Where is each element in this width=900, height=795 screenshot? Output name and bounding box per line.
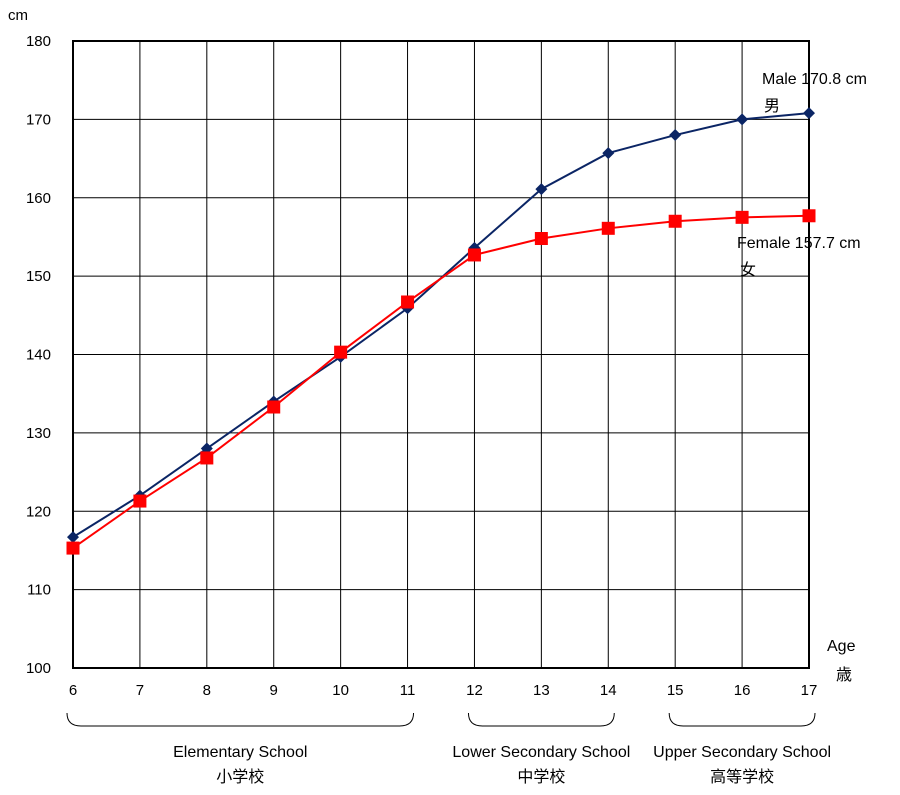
y-tick-label: 120 xyxy=(26,503,51,520)
x-tick-label: 13 xyxy=(533,682,550,699)
stage-label-jp: 小学校 xyxy=(216,768,264,786)
data-point-female xyxy=(668,214,682,228)
x-axis-label-jp: 歳 xyxy=(836,666,852,684)
y-axis-unit: cm xyxy=(8,7,28,24)
female-end-label-jp: 女 xyxy=(740,260,756,279)
data-point-male xyxy=(535,183,548,196)
data-point-male xyxy=(803,107,815,120)
stage-label-jp: 高等学校 xyxy=(710,768,774,786)
y-tick-label: 150 xyxy=(26,268,51,285)
y-axis-ticks: 100 110 120 130 140 150 160 170 180 xyxy=(26,33,51,677)
x-tick-label: 15 xyxy=(667,682,684,699)
stage-label: Elementary School xyxy=(173,744,307,761)
x-tick-label: 7 xyxy=(136,682,144,699)
male-end-label: Male 170.8 cm xyxy=(762,71,867,88)
y-tick-label: 130 xyxy=(26,425,51,442)
grid-lines xyxy=(72,40,810,669)
data-point-male xyxy=(669,129,682,142)
data-point-female xyxy=(66,541,80,555)
data-point-female xyxy=(200,451,214,465)
x-tick-label: 17 xyxy=(801,682,818,699)
data-point-male xyxy=(67,531,79,544)
y-tick-label: 110 xyxy=(27,582,51,599)
data-point-female xyxy=(534,232,548,246)
y-tick-label: 140 xyxy=(26,347,51,364)
stage-label: Upper Secondary School xyxy=(653,744,831,761)
series-line-female xyxy=(72,214,810,549)
x-tick-label: 14 xyxy=(600,682,617,699)
stage-bracket xyxy=(467,712,615,727)
stage-label-jp: 中学校 xyxy=(517,768,565,786)
x-tick-label: 12 xyxy=(466,682,483,699)
male-end-label-jp: 男 xyxy=(764,98,780,115)
plot-frame xyxy=(72,40,810,669)
x-tick-label: 11 xyxy=(400,682,416,699)
x-axis-ticks: 6 7 8 9 10 11 12 13 14 15 16 17 xyxy=(69,682,818,699)
data-point-female xyxy=(601,221,615,235)
y-tick-label: 100 xyxy=(26,660,51,677)
x-tick-label: 10 xyxy=(332,682,349,699)
series-group xyxy=(66,107,816,555)
y-tick-label: 160 xyxy=(26,190,51,207)
data-point-female xyxy=(735,210,749,224)
school-stages: Elementary School 小学校 Lower Secondary Scho… xyxy=(66,712,831,786)
stage-bracket xyxy=(668,712,816,727)
data-point-female xyxy=(267,400,281,414)
x-tick-label: 8 xyxy=(203,682,211,699)
data-point-female xyxy=(334,345,348,359)
x-tick-label: 16 xyxy=(734,682,751,699)
stage-label: Lower Secondary School xyxy=(452,744,630,761)
x-axis-label: Age xyxy=(827,638,856,655)
data-point-female xyxy=(802,209,816,223)
y-tick-label: 180 xyxy=(26,33,51,50)
x-tick-label: 9 xyxy=(270,682,278,699)
data-point-female xyxy=(401,295,415,309)
data-point-male xyxy=(736,113,749,126)
data-point-male xyxy=(602,147,615,160)
x-tick-label: 6 xyxy=(69,682,77,699)
female-end-label: Female 157.7 cm xyxy=(737,235,861,252)
data-point-female xyxy=(467,248,481,262)
stage-bracket xyxy=(66,712,415,727)
y-tick-label: 170 xyxy=(26,111,51,128)
data-point-female xyxy=(133,494,147,508)
